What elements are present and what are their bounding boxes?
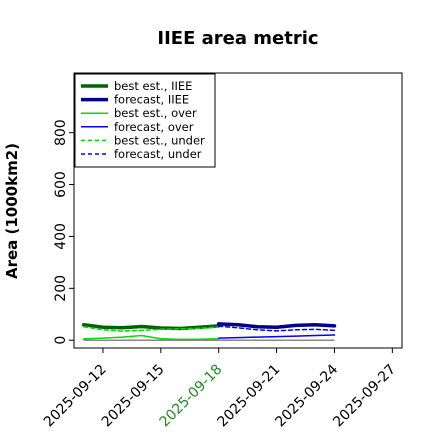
legend-label-1: forecast, IIEE	[114, 93, 189, 107]
series-line-4	[82, 325, 220, 332]
series-line-5	[217, 325, 336, 332]
y-tick-label-4: 800	[53, 119, 69, 146]
x-axis-ticks: 2025-09-122025-09-152025-09-182025-09-21…	[41, 348, 399, 430]
legend-label-3: forecast, over	[114, 120, 194, 134]
y-tick-label-3: 600	[53, 171, 69, 198]
legend-label-2: best est., over	[114, 106, 197, 120]
legend-box	[74, 73, 216, 168]
chart-title: IIEE area metric	[157, 28, 318, 49]
y-axis-label: Area (1000km2)	[3, 143, 21, 279]
plot-area	[73, 72, 403, 349]
series-line-0	[81, 322, 221, 331]
legend-label-0: best est., IIEE	[114, 79, 192, 93]
y-tick-label-2: 400	[53, 223, 69, 250]
y-tick-label-0: 0	[53, 336, 69, 345]
legend-label-5: forecast, under	[114, 147, 202, 161]
y-axis-ticks: 0 200 400 600 800	[53, 119, 74, 345]
y-tick-label-1: 200	[53, 275, 69, 302]
series-line-2	[82, 334, 220, 341]
x-tick-label-5: 2025-09-27	[330, 362, 399, 431]
series-layer	[81, 322, 337, 341]
series-line-1	[216, 322, 337, 329]
legend-label-4: best est., under	[114, 133, 205, 147]
series-line-3	[217, 334, 336, 339]
